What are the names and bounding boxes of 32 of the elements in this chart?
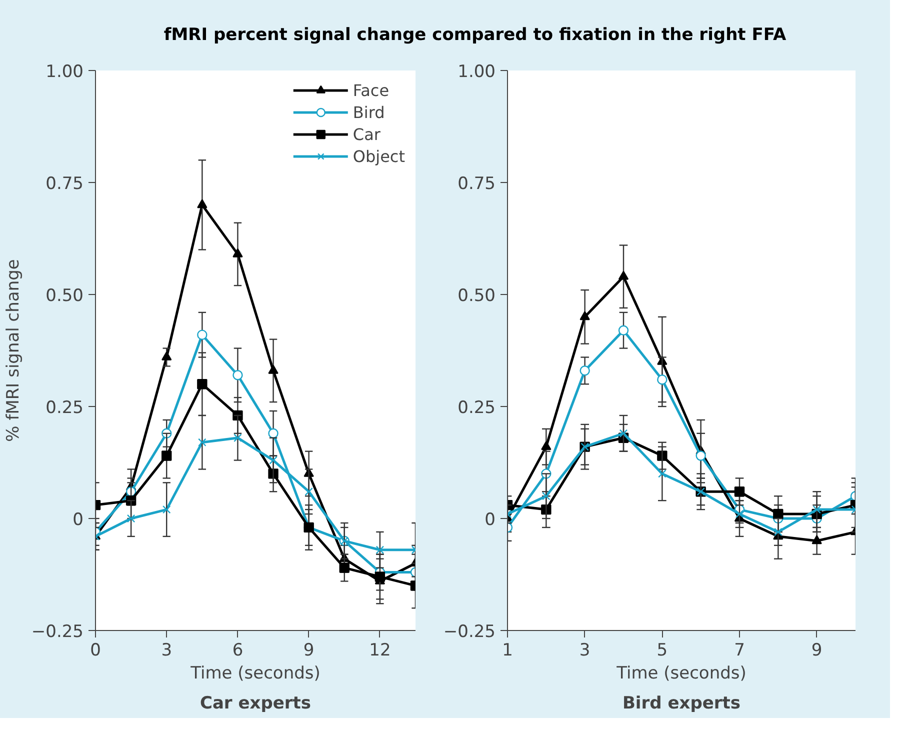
x-tick-label: 6 [232,640,244,660]
legend-label: Car [352,124,380,144]
text: Bird experts [622,694,741,714]
y-tick-label: 1.00 [46,62,84,82]
x-tick-label: 3 [579,640,590,660]
y-tick-label: −0.25 [443,622,496,642]
x-tick-label: 12 [369,640,391,660]
y-tick-label: 0.75 [46,174,84,194]
legend-label: Bird [352,102,385,122]
y-tick-label: 0.25 [458,398,496,418]
x-tick-label: 9 [811,640,822,660]
x-tick-label: 3 [161,640,172,660]
y-tick-label: 1.00 [458,62,496,82]
x-axis-title: Time (seconds) [190,664,320,684]
x-tick-label: 9 [303,640,314,660]
y-tick-label: 0.50 [46,286,84,306]
y-tick-label: 0.75 [458,174,496,194]
y-axis-title: % fMRI signal change [3,259,24,442]
y-tick-label: 0 [484,510,496,530]
x-tick-label: 0 [90,640,101,660]
y-tick-label: −0.25 [31,622,84,642]
legend-label: Object [352,146,405,166]
x-axis-title: Time (seconds) [616,664,746,684]
x-tick-label: 1 [502,640,513,660]
text: Car experts [200,694,312,714]
x-tick-label: 7 [734,640,745,660]
y-tick-label: 0 [72,510,84,530]
legend-label: Face [352,80,390,100]
text: fMRI percent signal change compared to fixation in the right FFA [164,24,786,47]
x-tick-label: 5 [656,640,668,660]
y-tick-label: 0.50 [458,286,496,306]
y-tick-label: 0.25 [46,398,84,418]
